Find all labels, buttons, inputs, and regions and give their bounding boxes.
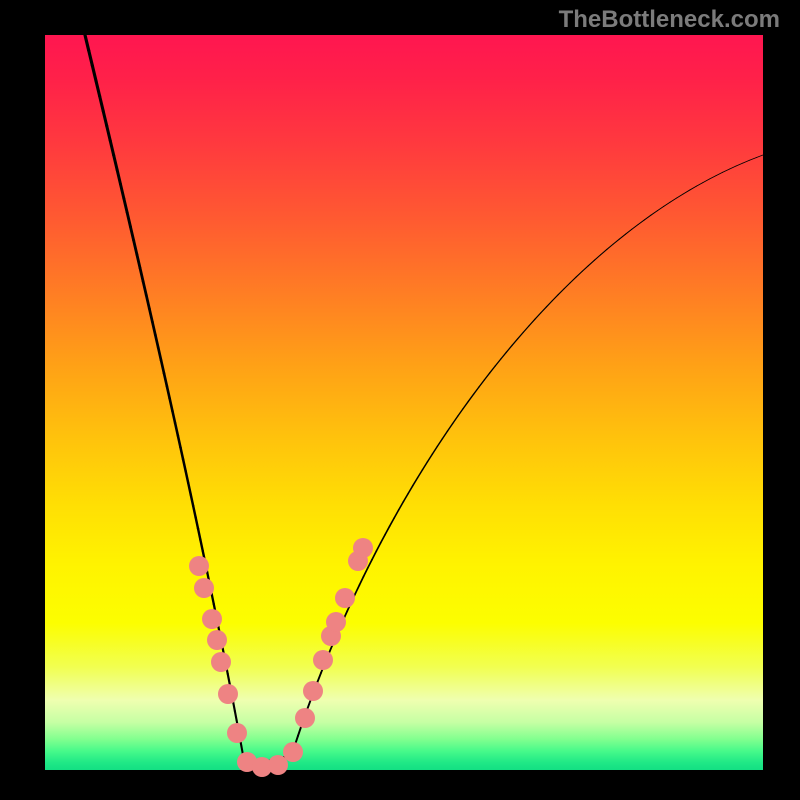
marker-dot (194, 578, 214, 598)
chart-container: TheBottleneck.com (0, 0, 800, 800)
watermark-text: TheBottleneck.com (559, 6, 780, 34)
marker-dot (207, 630, 227, 650)
marker-dot (211, 652, 231, 672)
marker-dot (295, 708, 315, 728)
marker-dot (218, 684, 238, 704)
plot-area (45, 35, 763, 770)
marker-dot (303, 681, 323, 701)
marker-dot (189, 556, 209, 576)
chart-svg (0, 0, 800, 800)
marker-dot (283, 742, 303, 762)
marker-dot (227, 723, 247, 743)
marker-dot (313, 650, 333, 670)
marker-dot (326, 612, 346, 632)
marker-dot (202, 609, 222, 629)
marker-dot (353, 538, 373, 558)
marker-dot (335, 588, 355, 608)
